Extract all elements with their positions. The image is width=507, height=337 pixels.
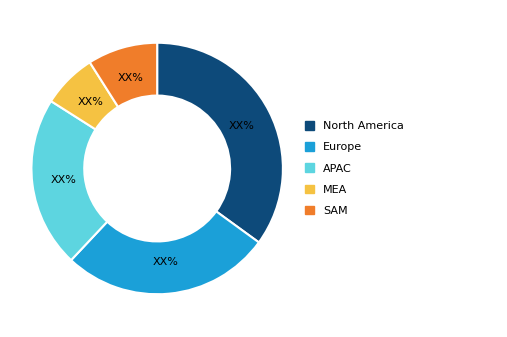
Text: XX%: XX% bbox=[153, 257, 179, 268]
Wedge shape bbox=[157, 43, 283, 242]
Text: XX%: XX% bbox=[118, 73, 144, 83]
Wedge shape bbox=[31, 101, 107, 260]
Wedge shape bbox=[51, 62, 118, 129]
Legend: North America, Europe, APAC, MEA, SAM: North America, Europe, APAC, MEA, SAM bbox=[300, 116, 409, 221]
Wedge shape bbox=[71, 211, 259, 294]
Text: XX%: XX% bbox=[78, 97, 103, 107]
Text: XX%: XX% bbox=[51, 175, 77, 185]
Wedge shape bbox=[90, 43, 157, 107]
Text: XX%: XX% bbox=[228, 121, 254, 131]
